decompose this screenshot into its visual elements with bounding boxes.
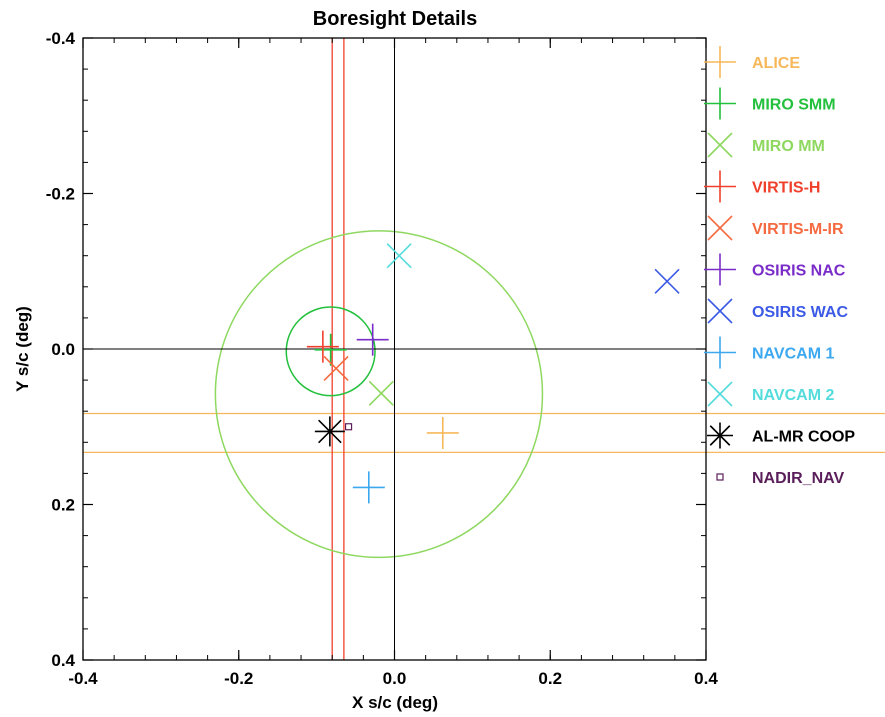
legend-marker-alice [704, 46, 736, 78]
overlay-layer [83, 38, 706, 660]
legend-marker-miro-smm [704, 87, 736, 120]
legend-label-alice: ALICE [752, 55, 800, 72]
legend-marker-navcam-2 [707, 381, 733, 407]
y-tick-label: 0.2 [51, 496, 75, 515]
axes-layer: -0.4 -0.2 0.0 0.2 0.4-0.4-0.20.00.20.4 [46, 29, 885, 688]
fov-circle [285, 306, 376, 397]
legend-marker-miro-mm [707, 132, 733, 158]
legend-label-miro-mm: MIRO MM [752, 138, 825, 155]
marker-al-mr-coop [314, 416, 345, 447]
legend-label-al-mr-coop: AL-MR COOP [752, 429, 855, 446]
marker-virtis-h [306, 330, 339, 363]
y-tick-label: 0.0 [51, 340, 75, 359]
legend-label-virtis-m-ir: VIRTIS-M-IR [752, 221, 844, 238]
marker-navcam-2 [386, 243, 412, 269]
y-tick-label: -0.2 [46, 185, 75, 204]
legend-marker-al-mr-coop [707, 422, 733, 449]
legend-marker-navcam-1 [704, 336, 736, 369]
marker-miro-smm [314, 333, 347, 366]
x-tick-label: 0.0 [383, 669, 407, 688]
x-tick-label: 0.4 [694, 669, 718, 688]
legend-marker-osiris-wac [707, 298, 733, 324]
legend-label-miro-smm: MIRO SMM [752, 97, 836, 114]
legend-label-navcam-1: NAVCAM 1 [752, 346, 834, 363]
legend-label-navcam-2: NAVCAM 2 [752, 387, 834, 404]
marker-alice [426, 416, 459, 449]
x-tick-label: 0.2 [538, 669, 562, 688]
legend-marker-osiris-nac [704, 253, 736, 286]
legend-label-nadir-nav: NADIR_NAV [752, 470, 844, 487]
marker-osiris-wac [654, 268, 680, 294]
legend-label-virtis-h: VIRTIS-H [752, 180, 820, 197]
legend-marker-virtis-m-ir [707, 215, 733, 241]
y-tick-label: -0.4 [46, 29, 76, 48]
x-tick-label: -0.4 [68, 669, 98, 688]
legend-marker-nadir-nav [716, 473, 724, 481]
legend-label-osiris-nac: OSIRIS NAC [752, 263, 846, 280]
marker-nadir-nav [344, 423, 353, 431]
marker-osiris-nac [356, 323, 389, 356]
legend-marker-virtis-h [704, 170, 736, 203]
chart-title: Boresight Details [313, 8, 477, 30]
fov-circle [214, 230, 544, 559]
marker-navcam-1 [352, 471, 385, 504]
x-axis-label: X s/c (deg) [352, 693, 438, 712]
marker-miro-mm [368, 380, 394, 406]
marker-virtis-m-ir [323, 355, 349, 382]
marker-layer [306, 243, 680, 504]
y-axis-label: Y s/c (deg) [13, 306, 32, 392]
y-tick-label: 0.4 [51, 651, 75, 670]
x-tick-label: -0.2 [224, 669, 253, 688]
legend-label-osiris-wac: OSIRIS WAC [752, 304, 848, 321]
legend: ALICE MIRO SMM MIRO MM VIRTIS-H VIRTIS-M-IR O… [704, 46, 855, 487]
